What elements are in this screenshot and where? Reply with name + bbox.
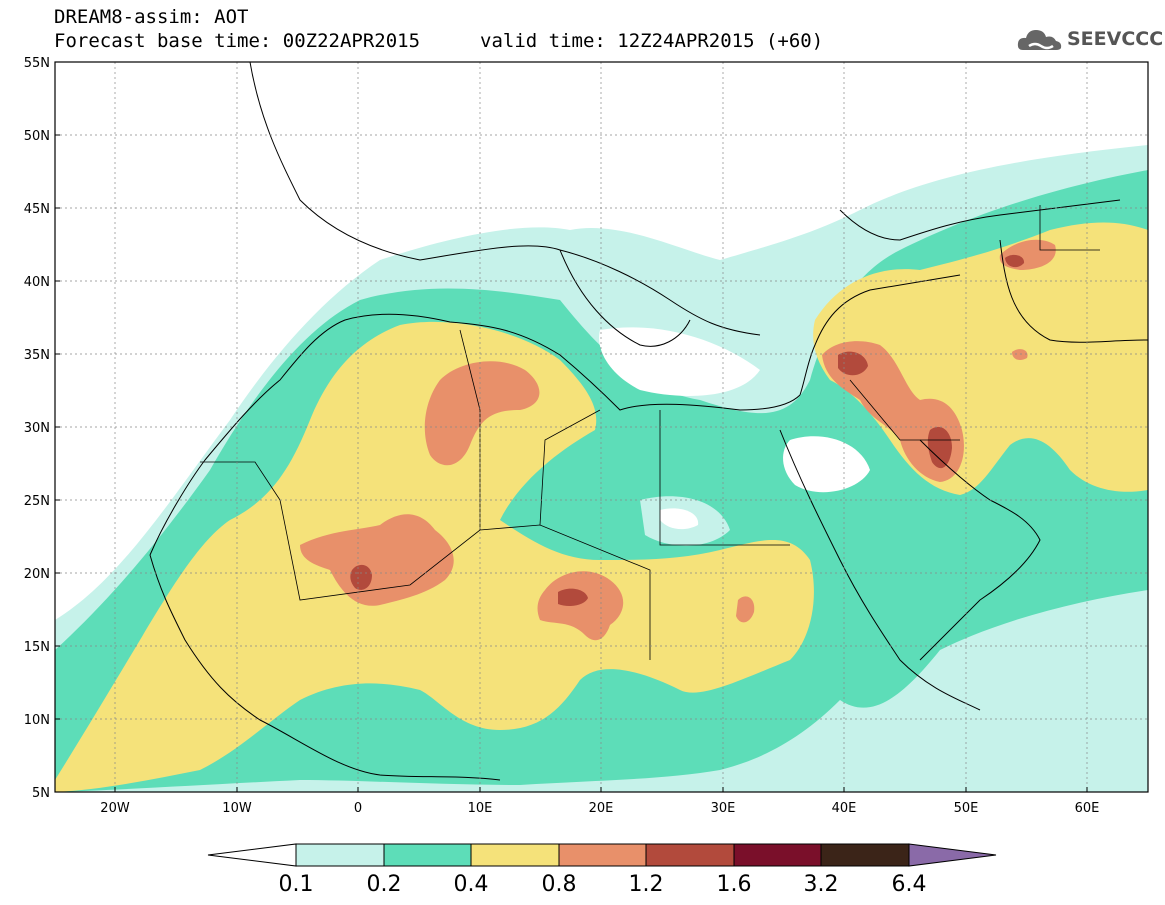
aot-level-1-2-iraq-north bbox=[838, 351, 868, 376]
lon-label: 20E bbox=[589, 801, 614, 816]
lat-label: 50N bbox=[24, 129, 50, 144]
logo-text: SEEVCCC bbox=[1067, 28, 1164, 50]
colorbar-swatch-3 bbox=[558, 843, 647, 867]
map-header: DREAM8-assim: AOT Forecast base time: 00… bbox=[54, 4, 954, 56]
colorbar-swatch-1 bbox=[383, 843, 472, 867]
lon-label: 10W bbox=[222, 801, 252, 816]
lat-label: 20N bbox=[24, 567, 50, 582]
latitude-labels: 55N 50N 45N 40N 35N 30N 25N 20N 15N 10N … bbox=[24, 56, 50, 801]
lat-label: 40N bbox=[24, 275, 50, 290]
lon-label: 50E bbox=[954, 801, 979, 816]
colorbar-low-arrow bbox=[207, 843, 297, 867]
colorbar: 0.1 0.2 0.4 0.8 1.2 1.6 3.2 6.4 bbox=[207, 843, 997, 897]
colorbar-high-arrow bbox=[908, 843, 997, 867]
lon-label: 20W bbox=[100, 801, 130, 816]
clear-patch-egypt bbox=[783, 436, 870, 493]
aot-level-1-2-iraq-south bbox=[927, 426, 952, 469]
lat-label: 45N bbox=[24, 202, 50, 217]
seevccc-logo: SEEVCCC bbox=[1015, 22, 1163, 56]
colorbar-label: 0.1 bbox=[279, 872, 314, 897]
aot-level-1-2-caspian bbox=[1005, 254, 1025, 268]
aot-level-0-8-sudan bbox=[736, 596, 755, 623]
lat-label: 30N bbox=[24, 421, 50, 436]
lat-label: 35N bbox=[24, 348, 50, 363]
colorbar-label: 1.6 bbox=[717, 872, 752, 897]
lon-label: 0 bbox=[354, 801, 362, 816]
colorbar-label: 0.2 bbox=[367, 872, 402, 897]
axis-ticks bbox=[55, 61, 1088, 793]
colorbar-swatch-0 bbox=[295, 843, 385, 867]
country-borders bbox=[200, 205, 1100, 660]
cloud-icon bbox=[1017, 30, 1062, 50]
lon-label: 60E bbox=[1075, 801, 1100, 816]
colorbar-label: 0.8 bbox=[542, 872, 577, 897]
colorbar-label: 6.4 bbox=[892, 872, 927, 897]
forecast-base-time: Forecast base time: 00Z22APR2015 bbox=[54, 30, 421, 52]
colorbar-swatch-5 bbox=[733, 843, 822, 867]
colorbar-swatch-2 bbox=[470, 843, 560, 867]
lat-label: 25N bbox=[24, 494, 50, 509]
lat-label: 10N bbox=[24, 713, 50, 728]
clear-patch-sudan bbox=[660, 508, 699, 530]
lon-label: 10E bbox=[468, 801, 493, 816]
map-title: DREAM8-assim: AOT bbox=[54, 6, 249, 28]
lon-label: 30E bbox=[711, 801, 736, 816]
lat-label: 5N bbox=[32, 786, 50, 801]
lat-label: 55N bbox=[24, 56, 50, 71]
lat-label: 15N bbox=[24, 640, 50, 655]
lon-label: 40E bbox=[832, 801, 857, 816]
aot-level-0-8-iran bbox=[1012, 349, 1028, 360]
coastlines bbox=[149, 62, 1148, 781]
valid-time: valid time: 12Z24APR2015 (+60) bbox=[480, 30, 824, 52]
aot-level-1-2-chad bbox=[558, 588, 588, 606]
longitude-labels: 20W 10W 0 10E 20E 30E 40E 50E 60E bbox=[100, 801, 1099, 816]
graticule bbox=[55, 62, 1148, 792]
colorbar-label: 3.2 bbox=[804, 872, 839, 897]
colorbar-label: 1.2 bbox=[629, 872, 664, 897]
colorbar-label: 0.4 bbox=[454, 872, 489, 897]
aot-level-0-8-algeria bbox=[424, 361, 540, 466]
aot-level-0-8-mali bbox=[300, 514, 454, 606]
colorbar-swatch-4 bbox=[645, 843, 735, 867]
aot-level-0-8-chad bbox=[537, 571, 624, 641]
colorbar-swatch-6 bbox=[820, 843, 910, 867]
aot-level-1-2-mali bbox=[350, 564, 372, 590]
